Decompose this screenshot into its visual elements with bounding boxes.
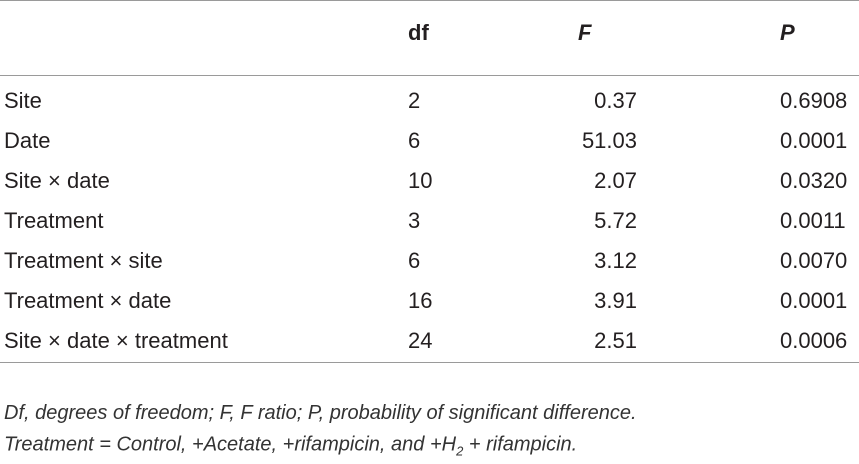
top-rule	[0, 0, 859, 1]
footnote-text: Treatment = Control, +Acetate, +rifampic…	[4, 433, 457, 456]
table-cell: 0.37	[594, 88, 637, 113]
table-cell: 5.72	[594, 208, 637, 233]
table-cell: 16	[408, 288, 433, 313]
table-cell: Date	[4, 128, 51, 153]
table-cell: 0.0001	[780, 128, 848, 153]
table-cell: Site	[4, 88, 42, 113]
footnote: Treatment = Control, +Acetate, +rifampic…	[4, 433, 577, 464]
bottom-rule	[0, 362, 859, 363]
table-cell: 6	[408, 128, 421, 153]
subscript: 2	[456, 443, 464, 459]
table-cell: 2.07	[594, 168, 637, 193]
table-cell: Treatment × date	[4, 288, 172, 313]
table-cell: 0.0011	[780, 208, 846, 233]
table-cell: 24	[408, 328, 433, 353]
table-cell: 6	[408, 248, 421, 273]
header-cell: P	[780, 20, 795, 45]
table-cell: 10	[408, 168, 433, 193]
table-cell: Treatment × site	[4, 248, 163, 273]
header-cell: F	[578, 20, 592, 45]
table-cell: 0.0006	[780, 328, 848, 353]
table-cell: 2.51	[594, 328, 637, 353]
footnote: Df, degrees of freedom; F, F ratio; P, p…	[4, 402, 637, 424]
table-cell: 3.91	[594, 288, 637, 313]
table-cell: 3.12	[594, 248, 637, 273]
table-cell: Site × date	[4, 168, 110, 193]
table-cell: 2	[408, 88, 421, 113]
table-cell: 0.0070	[780, 248, 848, 273]
table-cell: 0.0320	[780, 168, 848, 193]
table-cell: Treatment	[4, 208, 104, 233]
table-cell: 0.0001	[780, 288, 848, 313]
table-cell: 51.03	[581, 128, 637, 153]
table-cell: Site × date × treatment	[4, 328, 228, 353]
header-rule	[0, 75, 859, 76]
table-cell: 3	[408, 208, 421, 233]
table-cell: 0.6908	[780, 88, 848, 113]
footnote-text: + rifampicin.	[463, 433, 578, 456]
header-cell: df	[408, 20, 429, 45]
